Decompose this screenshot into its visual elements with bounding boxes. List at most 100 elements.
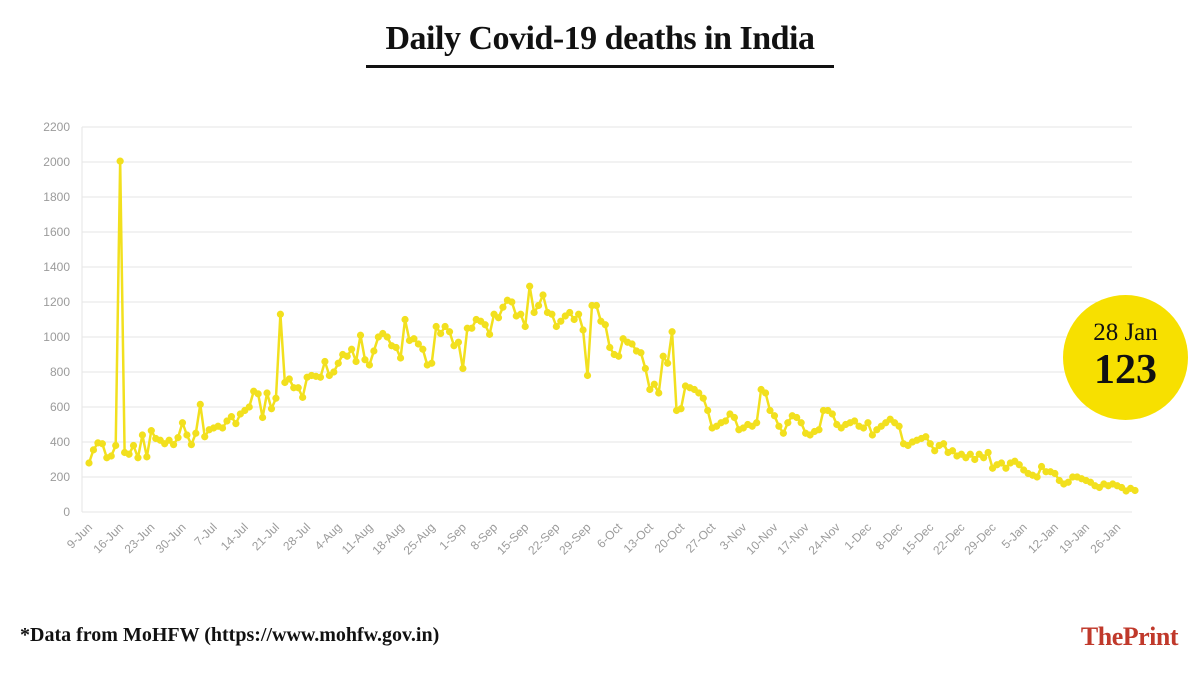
data-point bbox=[232, 420, 240, 428]
data-point bbox=[793, 413, 801, 422]
y-tick-label: 1000 bbox=[43, 330, 70, 344]
data-point bbox=[926, 440, 934, 448]
data-point bbox=[441, 322, 449, 331]
data-point bbox=[419, 345, 427, 353]
data-point bbox=[641, 364, 649, 373]
data-point bbox=[730, 413, 739, 422]
data-point bbox=[334, 359, 342, 367]
data-point bbox=[575, 310, 583, 318]
x-tick-label: 1-Dec bbox=[842, 520, 875, 553]
highlight-date: 28 Jan bbox=[1093, 318, 1158, 346]
x-tick-label: 15-Dec bbox=[899, 520, 936, 557]
data-point bbox=[984, 448, 992, 457]
data-point bbox=[178, 419, 187, 427]
data-point bbox=[704, 406, 712, 415]
x-tick-label: 28-Jul bbox=[280, 520, 313, 553]
data-point bbox=[267, 405, 276, 413]
data-point bbox=[521, 322, 529, 331]
data-point bbox=[401, 315, 409, 324]
data-point bbox=[499, 303, 507, 311]
data-point bbox=[664, 359, 672, 367]
data-point bbox=[655, 389, 663, 397]
data-point bbox=[494, 314, 503, 322]
data-point bbox=[192, 429, 200, 437]
data-point bbox=[557, 317, 565, 325]
data-point bbox=[321, 357, 329, 366]
data-point bbox=[276, 310, 284, 318]
data-point bbox=[779, 429, 787, 437]
data-point bbox=[481, 321, 489, 329]
data-point bbox=[129, 441, 138, 450]
data-point bbox=[147, 427, 155, 435]
highlight-value: 123 bbox=[1094, 346, 1157, 393]
data-point bbox=[552, 322, 560, 331]
data-point bbox=[330, 368, 338, 376]
y-tick-label: 2000 bbox=[43, 155, 70, 169]
data-point bbox=[948, 447, 957, 455]
x-tick-label: 17-Nov bbox=[774, 520, 811, 557]
y-tick-label: 2200 bbox=[43, 120, 70, 134]
data-point bbox=[410, 335, 418, 343]
data-point bbox=[539, 291, 547, 299]
x-tick-label: 7-Jul bbox=[191, 520, 219, 548]
data-point bbox=[223, 417, 231, 425]
data-point bbox=[89, 446, 98, 454]
data-point bbox=[112, 441, 120, 450]
data-point bbox=[784, 419, 792, 427]
y-tick-label: 600 bbox=[50, 400, 70, 414]
data-point bbox=[299, 393, 307, 401]
data-point bbox=[566, 308, 574, 317]
x-tick-label: 26-Jan bbox=[1087, 520, 1123, 556]
data-point bbox=[1037, 462, 1046, 471]
data-point bbox=[570, 315, 578, 324]
data-point bbox=[356, 331, 365, 339]
x-tick-label: 18-Aug bbox=[369, 520, 406, 557]
data-point bbox=[761, 389, 770, 397]
x-tick-label: 13-Oct bbox=[621, 520, 657, 556]
data-point bbox=[468, 324, 476, 332]
data-point bbox=[437, 329, 445, 338]
data-point bbox=[980, 454, 988, 462]
data-point bbox=[922, 433, 930, 441]
data-point bbox=[637, 349, 645, 357]
data-point bbox=[272, 394, 280, 402]
data-point bbox=[383, 333, 391, 341]
data-point bbox=[770, 412, 779, 420]
y-tick-label: 1600 bbox=[43, 225, 70, 239]
x-tick-label: 23-Jun bbox=[122, 520, 158, 556]
data-point bbox=[1051, 469, 1059, 478]
y-tick-label: 1400 bbox=[43, 260, 70, 274]
data-point bbox=[459, 364, 467, 373]
data-point bbox=[258, 413, 267, 422]
y-tick-label: 1800 bbox=[43, 190, 70, 204]
highlight-badge: 28 Jan 123 bbox=[1063, 295, 1188, 420]
data-point bbox=[699, 394, 707, 402]
x-tick-label: 22-Dec bbox=[930, 520, 967, 557]
x-tick-label: 16-Jun bbox=[90, 520, 126, 556]
data-point bbox=[579, 326, 587, 334]
data-point bbox=[1033, 473, 1041, 481]
data-point bbox=[454, 338, 463, 346]
data-point bbox=[365, 361, 374, 369]
data-point bbox=[165, 436, 173, 444]
data-point bbox=[583, 371, 592, 380]
data-point bbox=[1131, 486, 1139, 495]
data-point bbox=[592, 301, 601, 310]
x-tick-label: 1-Sep bbox=[436, 520, 469, 553]
data-point bbox=[85, 459, 93, 467]
chart-title: Daily Covid-19 deaths in India bbox=[385, 20, 816, 57]
data-point bbox=[218, 424, 227, 432]
data-point bbox=[601, 321, 609, 329]
grid-lines bbox=[81, 126, 1132, 513]
x-tick-label: 25-Aug bbox=[401, 520, 438, 557]
data-point bbox=[227, 413, 236, 421]
y-tick-label: 0 bbox=[63, 505, 70, 519]
brand-logo: ThePrint bbox=[1081, 622, 1179, 652]
data-point bbox=[196, 400, 204, 408]
data-point bbox=[169, 441, 178, 449]
x-tick-label: 10-Nov bbox=[743, 520, 780, 557]
data-point bbox=[859, 424, 868, 432]
x-tick-label: 11-Aug bbox=[339, 520, 376, 557]
data-point bbox=[677, 405, 685, 413]
